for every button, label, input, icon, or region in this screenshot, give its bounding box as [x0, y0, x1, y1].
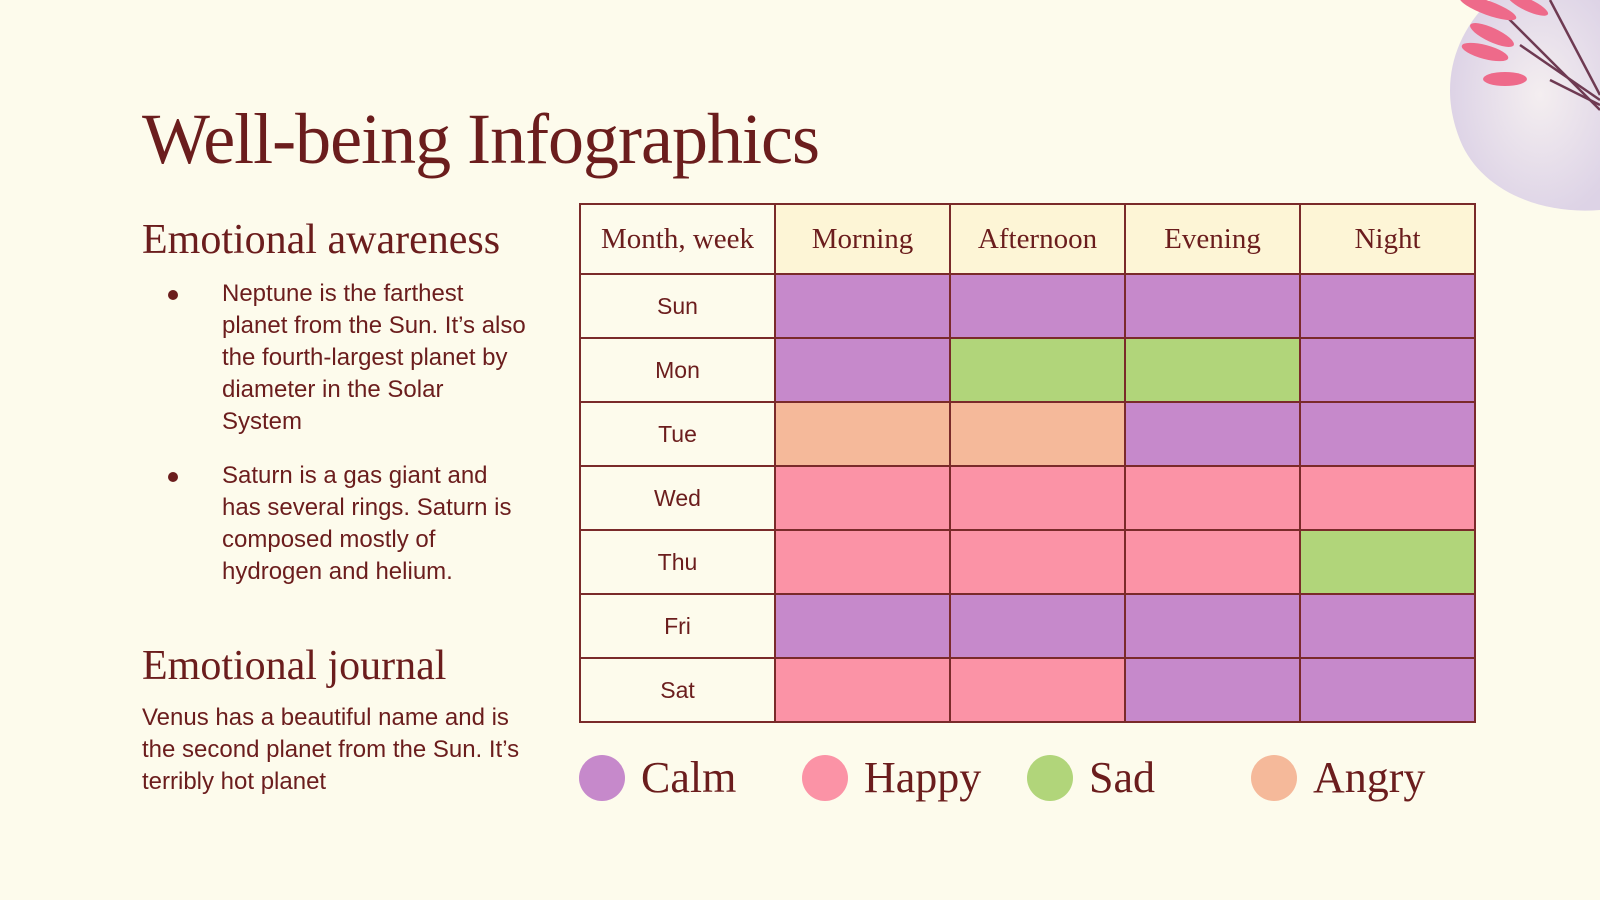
mood-cell-calm: [774, 273, 951, 339]
bullet-icon: [168, 472, 178, 482]
column-header: Night: [1299, 203, 1476, 275]
legend-item: Calm: [579, 752, 736, 803]
column-header: Month, week: [579, 203, 776, 275]
mood-cell-calm: [1299, 337, 1476, 403]
day-label: Thu: [579, 529, 776, 595]
legend-label: Calm: [641, 753, 737, 802]
bullet-icon: [168, 290, 178, 300]
legend-item: Angry: [1251, 752, 1425, 803]
legend-swatch-icon: [1251, 754, 1297, 801]
day-label: Tue: [579, 401, 776, 467]
bullet-text: Neptune is the farthest planet from the …: [222, 280, 526, 435]
mood-cell-happy: [1124, 465, 1301, 531]
mood-cell-happy: [1299, 465, 1476, 531]
mood-cell-calm: [1124, 273, 1301, 339]
journal-heading: Emotional journal: [142, 643, 447, 689]
mood-cell-calm: [1124, 593, 1301, 659]
mood-cell-calm: [774, 337, 951, 403]
table-row: Fri: [579, 593, 1476, 659]
journal-text: Venus has a beautiful name and is the se…: [142, 704, 520, 795]
mood-cell-calm: [1299, 401, 1476, 467]
mood-table: Month, week Morning Afternoon Evening Night …: [579, 203, 1476, 723]
mood-cell-calm: [1299, 273, 1476, 339]
list-item: Neptune is the farthest planet from the …: [160, 278, 530, 438]
mood-cell-calm: [1124, 401, 1301, 467]
page-title: Well-being Infographics: [142, 99, 820, 179]
day-label: Wed: [579, 465, 776, 531]
awareness-heading: Emotional awareness: [142, 217, 501, 263]
legend-label: Angry: [1313, 753, 1426, 802]
mood-cell-calm: [1299, 593, 1476, 659]
legend-label: Sad: [1089, 753, 1155, 802]
mood-cell-calm: [1299, 657, 1476, 723]
mood-cell-sad: [1299, 529, 1476, 595]
day-label: Fri: [579, 593, 776, 659]
legend-swatch-icon: [579, 754, 625, 801]
mood-cell-calm: [949, 593, 1126, 659]
mood-cell-happy: [949, 529, 1126, 595]
column-header: Evening: [1124, 203, 1301, 275]
mood-cell-sad: [1124, 337, 1301, 403]
table-row: Thu: [579, 529, 1476, 595]
legend-item: Happy: [802, 752, 981, 803]
flower-decoration: [1450, 0, 1600, 211]
mood-cell-happy: [774, 529, 951, 595]
legend-label: Happy: [864, 753, 982, 802]
legend-swatch-icon: [1027, 754, 1073, 801]
table-header: Month, week Morning Afternoon Evening Night: [579, 203, 1476, 275]
mood-cell-calm: [1124, 657, 1301, 723]
table-row: Wed: [579, 465, 1476, 531]
mood-cell-angry: [949, 401, 1126, 467]
mood-cell-angry: [774, 401, 951, 467]
table-row: Sat: [579, 657, 1476, 723]
awareness-list: Neptune is the farthest planet from the …: [160, 278, 530, 610]
day-label: Mon: [579, 337, 776, 403]
legend-swatch-icon: [802, 754, 848, 801]
day-label: Sat: [579, 657, 776, 723]
legend-item: Sad: [1027, 752, 1155, 803]
table-row: Tue: [579, 401, 1476, 467]
mood-cell-happy: [774, 465, 951, 531]
list-item: Saturn is a gas giant and has several ri…: [160, 460, 530, 588]
bullet-text: Saturn is a gas giant and has several ri…: [222, 462, 512, 585]
mood-cell-calm: [774, 593, 951, 659]
mood-cell-calm: [949, 273, 1126, 339]
mood-cell-happy: [949, 465, 1126, 531]
mood-cell-sad: [949, 337, 1126, 403]
mood-cell-happy: [1124, 529, 1301, 595]
day-label: Sun: [579, 273, 776, 339]
table-row: Mon: [579, 337, 1476, 403]
column-header: Afternoon: [949, 203, 1126, 275]
column-header: Morning: [774, 203, 951, 275]
mood-cell-happy: [949, 657, 1126, 723]
mood-cell-happy: [774, 657, 951, 723]
table-row: Sun: [579, 273, 1476, 339]
